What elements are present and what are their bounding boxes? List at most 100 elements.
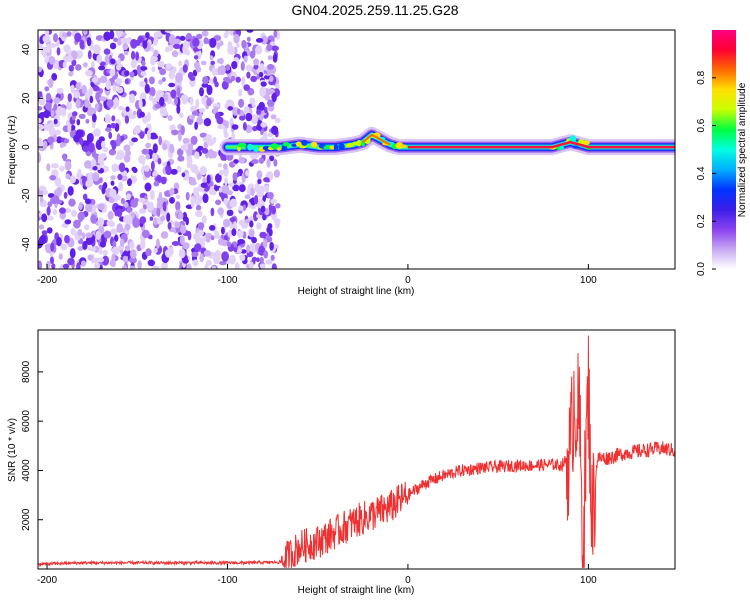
heatmap-noise-cell <box>254 195 259 205</box>
heatmap-noise-cell <box>253 58 260 66</box>
heatmap-noise-cell <box>257 186 264 196</box>
heatmap-noise-cell <box>44 86 50 92</box>
heatmap-ridge-blob <box>333 144 339 151</box>
colorbar-tick-label: 0.2 <box>696 214 707 228</box>
heatmap-noise-cell <box>239 115 246 121</box>
heatmap-noise-cell <box>72 111 78 117</box>
heatmap-noise-cell <box>68 65 75 72</box>
heatmap-noise-cell <box>61 223 68 228</box>
heatmap-noise-cell <box>248 261 254 269</box>
heatmap-noise-cell <box>226 241 232 248</box>
snr-x-ticks: -200 -100 0 100 <box>37 564 597 586</box>
heatmap-noise-cell <box>202 193 209 204</box>
heatmap-noise-cell <box>129 249 137 259</box>
heatmap-noise-cell <box>155 238 160 249</box>
heatmap-noise-cell <box>238 184 246 193</box>
heatmap-noise-cell <box>147 111 151 122</box>
heatmap-noise-cell <box>124 78 129 85</box>
heatmap-noise-cell <box>88 87 93 97</box>
heatmap-noise-cell <box>230 75 236 82</box>
heatmap-noise-cell <box>271 263 277 269</box>
heatmap-noise-cell <box>160 231 169 239</box>
heatmap-noise-cell <box>86 133 94 143</box>
heatmap-noise-cell <box>78 201 83 211</box>
heatmap-noise-cell <box>74 32 82 43</box>
heatmap-noise-cell <box>250 203 256 210</box>
heatmap-y-ticks: -40 -20 0 20 40 <box>21 44 43 252</box>
heatmap-noise-cell <box>129 265 136 269</box>
heatmap-noise-cell <box>101 140 106 149</box>
heatmap-noise-cell <box>132 110 137 116</box>
heatmap-noise-cell <box>165 249 173 258</box>
heatmap-noise-cell <box>253 64 259 70</box>
heatmap-noise-cell <box>215 173 222 183</box>
heatmap-noise-cell <box>237 239 246 245</box>
heatmap-noise-cell <box>167 115 173 121</box>
heatmap-noise-cell <box>56 236 62 247</box>
heatmap-noise-cell <box>139 131 145 139</box>
heatmap-noise-cell <box>139 111 145 118</box>
heatmap-noise-cell <box>198 112 203 119</box>
heatmap-noise-cell <box>182 44 189 55</box>
heatmap-noise-cell <box>41 230 48 236</box>
heatmap-noise-cell <box>229 198 238 208</box>
heatmap-noise-cell <box>38 185 47 192</box>
heatmap-noise-cell <box>49 175 57 181</box>
snr-y-tick-label: 6000 <box>21 410 32 433</box>
heatmap-noise-cell <box>194 243 202 252</box>
heatmap-noise-cell <box>192 37 200 47</box>
snr-x-tick-label: -100 <box>217 575 237 586</box>
heatmap-noise-cell <box>234 262 240 269</box>
heatmap-noise-cell <box>76 119 81 126</box>
heatmap-noise-cell <box>217 124 225 130</box>
heatmap-noise-cell <box>118 181 123 192</box>
heatmap-noise-cell <box>145 153 150 160</box>
heatmap-x-tick-label: -200 <box>37 275 57 286</box>
heatmap-noise-cell <box>237 108 241 115</box>
heatmap-noise-cell <box>118 162 126 173</box>
heatmap-noise-cell <box>49 43 57 48</box>
heatmap-noise-cell <box>203 250 212 257</box>
heatmap-noise-cell <box>128 140 135 147</box>
heatmap-noise-cell <box>109 188 117 198</box>
heatmap-noise-cell <box>224 120 229 129</box>
heatmap-noise-cell <box>173 38 181 45</box>
heatmap-noise-cell <box>50 109 55 117</box>
heatmap-noise-cell <box>85 236 94 246</box>
snr-y-axis-label: SNR (10 * v/v) <box>7 418 18 482</box>
heatmap-noise-cell <box>182 137 190 145</box>
heatmap-noise-cell <box>38 66 43 73</box>
heatmap-noise-cell <box>38 152 41 163</box>
heatmap-noise-cell <box>236 230 244 238</box>
heatmap-noise-cell <box>162 111 169 116</box>
heatmap-noise-cell <box>241 39 247 49</box>
heatmap-noise-cell <box>115 155 121 160</box>
heatmap-noise-cell <box>49 256 55 265</box>
heatmap-noise-cell <box>250 159 259 164</box>
heatmap-x-axis-label: Height of straight line (km) <box>298 286 415 297</box>
heatmap-noise-cell <box>95 103 100 111</box>
heatmap-noise-cell <box>259 231 267 239</box>
heatmap-noise-cell <box>218 187 223 193</box>
heatmap-noise-cell <box>67 93 73 103</box>
heatmap-noise-cell <box>211 265 216 269</box>
heatmap-noise-cell <box>223 197 228 206</box>
heatmap-noise-cell <box>197 230 204 237</box>
heatmap-noise-cell <box>210 207 215 217</box>
heatmap-noise-cell <box>198 107 206 113</box>
heatmap-noise-cell <box>168 69 175 80</box>
heatmap-noise-cell <box>170 168 178 175</box>
heatmap-noise-cell <box>73 134 82 143</box>
heatmap-noise-cell <box>268 204 273 211</box>
heatmap-noise-cell <box>177 131 182 142</box>
heatmap-noise-cell <box>130 59 137 69</box>
heatmap-noise-cell <box>68 71 74 77</box>
heatmap-noise-cell <box>207 148 215 159</box>
heatmap-noise-cell <box>66 100 72 111</box>
heatmap-noise-cell <box>167 222 172 230</box>
heatmap-noise-cell <box>38 43 43 49</box>
heatmap-noise-cell <box>267 132 274 138</box>
heatmap-noise-cell <box>240 61 245 71</box>
heatmap-noise-cell <box>224 177 228 186</box>
heatmap-x-tick-label: 0 <box>405 275 411 286</box>
